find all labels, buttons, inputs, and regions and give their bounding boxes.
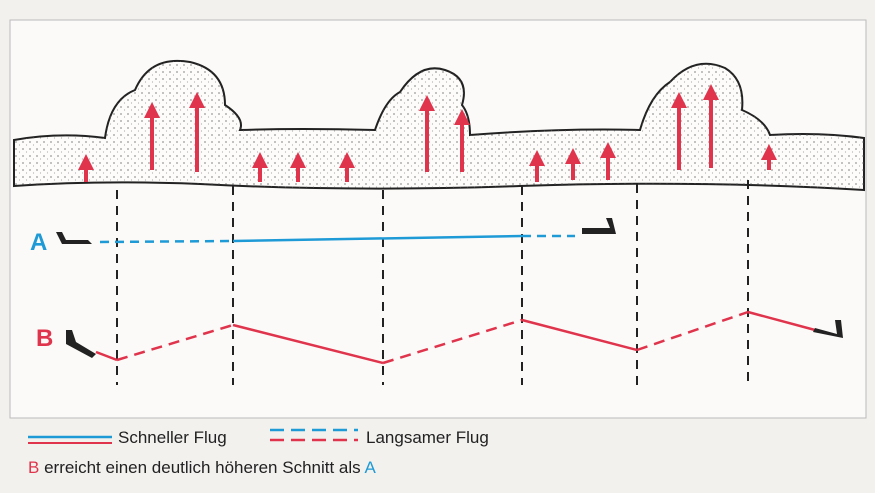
caption-text: erreicht einen deutlich höheren Schnitt … [44,458,361,477]
legend-label: Langsamer Flug [366,428,489,447]
guide-lines [116,180,749,385]
caption: B erreicht einen deutlich höheren Schnit… [28,458,376,477]
updraft-arrows [78,84,777,182]
label-a: A [30,229,47,256]
plane-a-start [56,232,92,244]
route-a [99,234,575,244]
caption-subject: B [28,458,39,477]
label-b: B [36,325,53,352]
plane-b-start [66,330,96,358]
route-b [95,310,816,365]
caption-object: A [364,458,376,477]
plane-b-end [813,320,843,338]
plane-a-end [582,218,616,234]
cloud-texture [14,60,864,190]
legend-label: Schneller Flug [118,428,227,447]
